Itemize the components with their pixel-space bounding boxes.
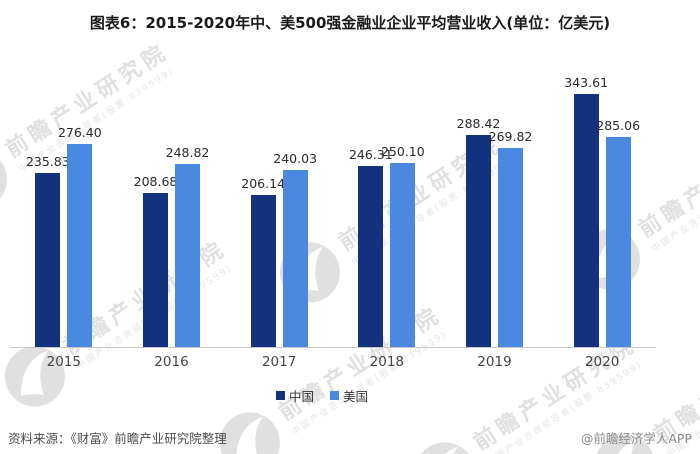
bar-value-label-美国-2019: 269.82 [488,129,533,144]
legend-swatch-中国 [275,391,285,400]
bar-中国-2020 [573,94,599,347]
x-axis-label-2017: 2017 [261,354,297,370]
bar-value-label-中国-2015: 235.83 [25,154,70,169]
x-axis-line [10,347,656,348]
legend: 中国 美国 [275,386,368,405]
x-axis-label-2015: 2015 [46,354,81,370]
bar-中国-2019 [466,135,491,347]
bar-中国-2016 [143,193,168,347]
bar-美国-2019 [498,148,523,347]
legend-item-中国: 中国 [275,386,314,405]
qianzhan-logo-watermark-icon [402,430,490,454]
bar-美国-2016 [175,164,200,347]
bar-value-label-中国-2018: 246.31 [348,147,393,162]
bar-美国-2017 [282,170,308,347]
legend-label-中国: 中国 [288,389,314,404]
bar-value-label-美国-2016: 248.82 [165,145,210,160]
credit-note: @前瞻经济学人APP [580,431,692,446]
plot-area: 235.83 276.40 2015 208.68 248.82 2016 206.14 24… [10,40,656,370]
bar-中国-2017 [250,195,276,347]
bar-value-label-美国-2015: 276.40 [57,125,102,140]
bar-中国-2015 [35,173,61,347]
bar-美国-2020 [605,137,631,347]
x-axis-label-2018: 2018 [369,354,404,370]
legend-label-美国: 美国 [343,389,369,404]
x-axis-label-2016: 2016 [154,354,189,370]
bar-value-label-美国-2020: 285.06 [596,118,641,133]
legend-item-美国: 美国 [330,386,368,405]
bar-value-label-中国-2020: 343.61 [564,75,609,90]
chart-title: 图表6：2015-2020年中、美500强金融业企业平均营业收入(单位：亿美元) [89,14,611,32]
bar-中国-2018 [358,166,384,347]
bar-value-label-中国-2016: 208.68 [133,174,178,189]
bar-value-label-美国-2017: 240.03 [273,151,318,166]
bar-value-label-中国-2019: 288.42 [456,116,501,131]
bar-value-label-美国-2018: 250.10 [380,144,425,159]
bar-value-label-中国-2017: 206.14 [241,176,286,191]
bar-美国-2015 [67,144,93,347]
x-axis-label-2019: 2019 [477,354,512,370]
legend-swatch-美国 [330,391,339,400]
source-note: 资料来源：《财富》前瞻产业研究院整理 [8,431,227,446]
bar-美国-2018 [390,163,416,347]
x-axis-label-2020: 2020 [584,354,620,370]
